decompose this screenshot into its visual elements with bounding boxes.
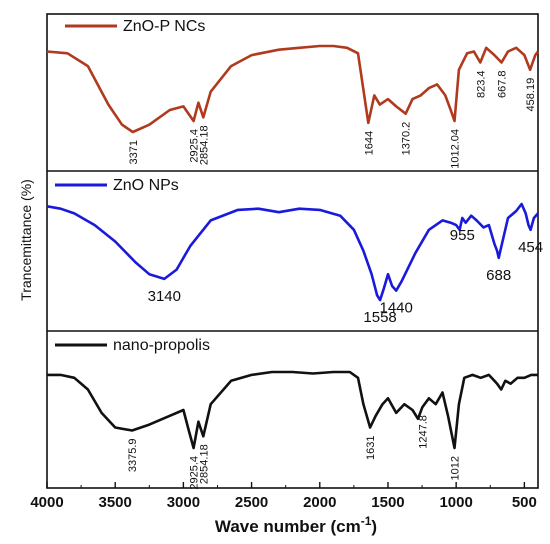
x-tick-label: 500 <box>512 494 537 511</box>
series-line <box>46 44 540 134</box>
peak-label: 1012.04 <box>450 129 462 169</box>
legend-entry: nano-propolis <box>55 337 210 354</box>
x-tick-label: 3000 <box>167 494 200 511</box>
x-tick-label: 1500 <box>371 494 404 511</box>
legend-label: nano-propolis <box>113 337 210 354</box>
series-line <box>46 202 539 302</box>
legend-entry: ZnO NPs <box>55 177 179 194</box>
series-line <box>47 370 538 450</box>
peak-label: 1644 <box>363 131 375 155</box>
peak-label: 3371 <box>128 140 140 164</box>
legend-entry: ZnO-P NCs <box>65 18 205 35</box>
peak-label: 823.4 <box>475 71 487 99</box>
peak-label: 688 <box>486 267 511 284</box>
peak-label: 3140 <box>148 288 181 305</box>
x-tick-label: 1000 <box>439 494 472 511</box>
peak-label: 2925.4 <box>189 456 201 490</box>
peak-label: 1012 <box>450 456 462 480</box>
x-tick-label: 2000 <box>303 494 336 511</box>
peak-label: 1558 <box>363 309 396 326</box>
x-axis-label: Wave number (cm-1) <box>215 514 377 536</box>
plot-frame <box>46 13 539 489</box>
peak-label: 458.19 <box>525 78 537 112</box>
x-tick-label: 4000 <box>30 494 63 511</box>
peak-label: 454 <box>518 239 543 256</box>
peak-label: 2854.18 <box>198 444 210 484</box>
peak-label: 1247.8 <box>417 415 429 449</box>
peak-label: 3375.9 <box>127 439 139 473</box>
peak-label: 667.8 <box>497 71 509 99</box>
legend-label: ZnO-P NCs <box>123 18 205 35</box>
y-axis-label: Trancemittance (%) <box>18 179 34 301</box>
peak-label: 955 <box>450 227 475 244</box>
peak-label: 1631 <box>365 436 377 460</box>
x-tick-label: 2500 <box>235 494 268 511</box>
peak-label: 2854.18 <box>198 125 210 165</box>
peak-label: 1370.2 <box>401 122 413 156</box>
peak-label: 1440 <box>380 300 413 317</box>
peak-label: 2925.4 <box>189 129 201 163</box>
legend-label: ZnO NPs <box>113 177 179 194</box>
x-tick-label: 3500 <box>99 494 132 511</box>
